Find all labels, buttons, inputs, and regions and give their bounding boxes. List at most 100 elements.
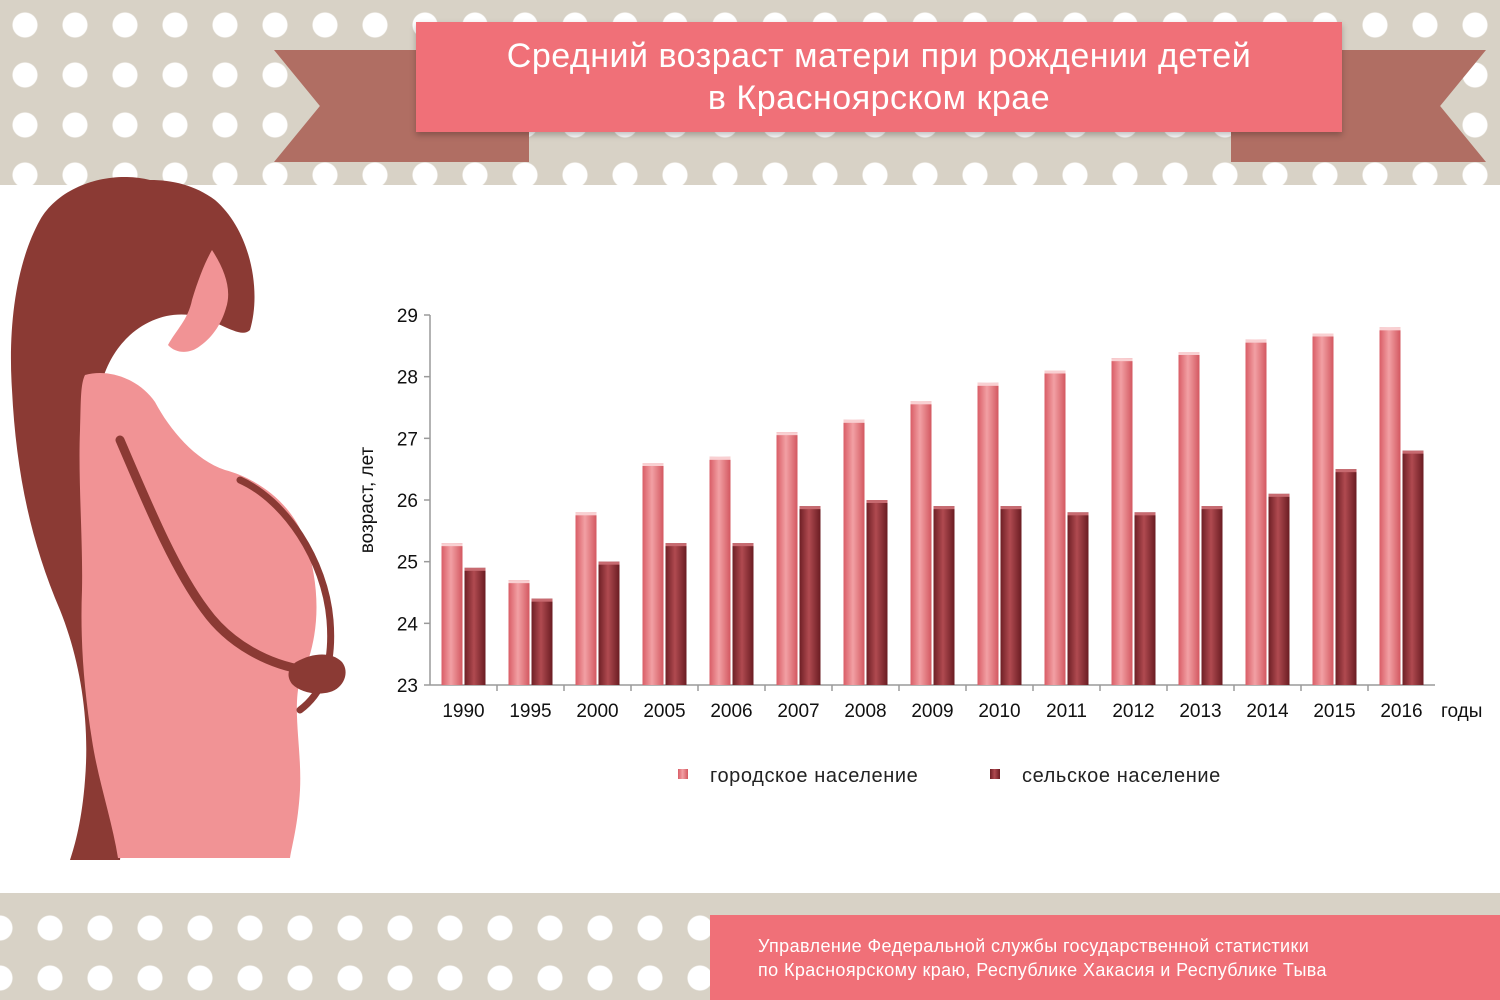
bar-rural-2006: [732, 543, 754, 685]
bar-rural-2008: [866, 500, 888, 685]
bar-urban-1990: [441, 543, 463, 685]
y-tick-label: 29: [397, 306, 418, 327]
bar-cap-urban-2008: [843, 419, 865, 423]
bar-cap-urban-2007: [776, 432, 798, 436]
title-banner: Средний возраст матери при рождении дете…: [416, 22, 1342, 132]
bar-rural-2015: [1335, 469, 1357, 685]
bar-chart: 23 24 25 26 27 28 29 1990 1995 2000 2005 2006 2007 2…: [357, 306, 1482, 787]
bar-cap-rural-2009: [933, 506, 955, 510]
bar-cap-urban-2010: [977, 382, 999, 386]
bar-urban-2010: [977, 382, 999, 685]
x-tick-label: 2011: [1046, 701, 1087, 722]
x-tick-label: 2013: [1179, 701, 1221, 722]
x-tick-label: 2008: [844, 701, 886, 722]
bar-rural-1990: [464, 567, 486, 685]
y-tick-label: 23: [397, 676, 418, 697]
bar-urban-2012: [1111, 358, 1133, 685]
y-tick-label: 28: [397, 368, 418, 389]
bar-rural-2007: [799, 506, 821, 685]
bar-urban-2013: [1178, 352, 1200, 685]
legend-swatch-urban: [678, 769, 688, 779]
bar-rural-2016: [1402, 450, 1424, 685]
hand-shape: [288, 654, 346, 694]
x-tick-label: 2000: [576, 701, 618, 722]
legend: городское население сельское население: [678, 765, 1221, 787]
bar-rural-2005: [665, 543, 687, 685]
bar-rural-2009: [933, 506, 955, 685]
bar-rural-2011: [1067, 512, 1089, 685]
x-tick-label: 1995: [509, 701, 551, 722]
bar-cap-urban-2006: [709, 456, 731, 460]
bar-rural-2013: [1201, 506, 1223, 685]
y-axis-label: возраст, лет: [357, 446, 378, 553]
title-line-1: Средний возраст матери при рождении дете…: [506, 37, 1252, 75]
bar-cap-urban-2013: [1178, 352, 1200, 355]
y-tick-label: 25: [397, 553, 418, 574]
bar-cap-rural-2015: [1335, 469, 1357, 473]
bar-cap-rural-2006: [732, 543, 754, 547]
x-tick-label: 2009: [911, 701, 953, 722]
x-tick-label: 2015: [1313, 701, 1355, 722]
bar-cap-urban-2014: [1245, 339, 1267, 343]
bar-urban-2011: [1044, 370, 1066, 685]
bar-cap-urban-2005: [642, 463, 664, 466]
bar-cap-rural-2000: [598, 561, 620, 565]
bar-rural-2000: [598, 561, 620, 685]
bar-cap-rural-1995: [531, 598, 553, 602]
bar-cap-urban-2009: [910, 401, 932, 405]
x-tick-label: 2012: [1112, 701, 1154, 722]
bar-rural-1995: [531, 598, 553, 685]
source-line-1: Управление Федеральной службы государств…: [758, 935, 1310, 956]
bar-rural-2014: [1268, 493, 1290, 685]
title-line-2: в Красноярском крае: [707, 79, 1051, 117]
x-tick-label: 2010: [978, 701, 1020, 722]
bar-cap-rural-2008: [866, 500, 888, 503]
bar-cap-urban-1995: [508, 580, 530, 584]
bar-urban-2008: [843, 419, 865, 685]
bar-cap-urban-1990: [441, 543, 463, 547]
bar-cap-rural-2016: [1402, 450, 1424, 454]
bar-urban-2006: [709, 456, 731, 685]
bar-cap-urban-2012: [1111, 358, 1133, 362]
y-tick-label: 26: [397, 491, 418, 512]
bar-urban-2014: [1245, 339, 1267, 685]
bar-rural-2012: [1134, 512, 1156, 685]
bar-cap-rural-2010: [1000, 506, 1022, 510]
x-tick-label: 2005: [643, 701, 685, 722]
bar-cap-rural-2013: [1201, 506, 1223, 510]
source-line-2: по Красноярскому краю, Республике Хакаси…: [758, 959, 1327, 980]
y-tick-label: 27: [397, 429, 418, 450]
bar-cap-rural-2005: [665, 543, 687, 547]
bar-urban-2016: [1379, 327, 1401, 685]
bar-cap-rural-2011: [1067, 512, 1089, 516]
bar-urban-2000: [575, 512, 597, 685]
x-tick-label: 2007: [777, 701, 819, 722]
hair-shape: [10, 176, 255, 860]
legend-label-urban: городское население: [710, 765, 918, 787]
bar-cap-rural-2007: [799, 506, 821, 510]
bar-urban-2015: [1312, 333, 1334, 685]
bar-urban-2005: [642, 463, 664, 685]
bar-cap-urban-2011: [1044, 370, 1066, 374]
bar-rural-2010: [1000, 506, 1022, 685]
bar-cap-rural-2012: [1134, 512, 1156, 516]
bar-cap-rural-2014: [1268, 493, 1290, 497]
legend-label-rural: сельское население: [1022, 765, 1221, 787]
x-tick-label: 1990: [442, 701, 484, 722]
pregnant-woman-silhouette-icon: [10, 176, 346, 860]
source-note: Управление Федеральной службы государств…: [710, 915, 1500, 1000]
bar-cap-rural-1990: [464, 567, 486, 571]
x-tick-label: 2014: [1246, 701, 1289, 722]
y-tick-label: 24: [397, 614, 419, 635]
bar-cap-urban-2000: [575, 512, 597, 516]
bar-cap-urban-2016: [1379, 327, 1401, 331]
bar-urban-2009: [910, 401, 932, 685]
dress-shape: [79, 373, 317, 858]
bar-urban-1995: [508, 580, 530, 685]
x-axis-label: годы: [1441, 701, 1482, 722]
face-shape: [168, 250, 229, 352]
x-tick-label: 2006: [710, 701, 752, 722]
arm-outline: [115, 435, 310, 675]
legend-swatch-rural: [990, 769, 1000, 779]
bar-cap-urban-2015: [1312, 333, 1334, 337]
